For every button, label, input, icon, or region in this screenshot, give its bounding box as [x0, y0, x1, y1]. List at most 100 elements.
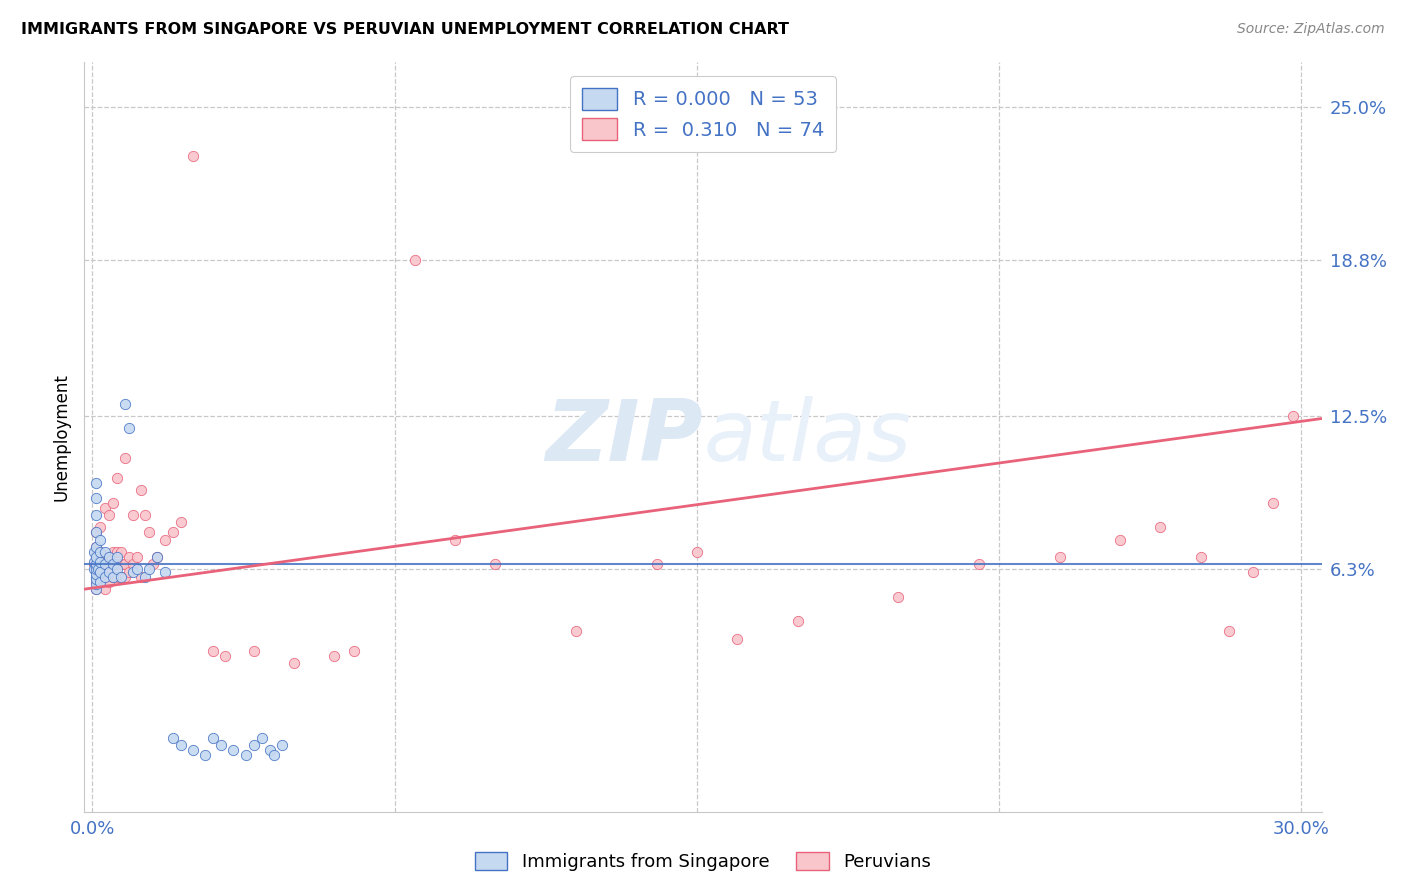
Point — [645, 558, 668, 572]
Point — [105, 549, 128, 564]
Point — [118, 549, 141, 564]
Point — [153, 565, 176, 579]
Point — [181, 149, 204, 163]
Point — [110, 545, 132, 559]
Point — [97, 549, 120, 564]
Point — [101, 570, 124, 584]
Point — [323, 648, 346, 663]
Point — [146, 549, 169, 564]
Point — [97, 574, 120, 589]
Point — [93, 545, 115, 559]
Point — [86, 525, 108, 540]
Point — [89, 545, 111, 559]
Point — [250, 731, 273, 745]
Point — [444, 533, 467, 547]
Point — [1241, 565, 1264, 579]
Point — [86, 540, 108, 554]
Point — [138, 525, 160, 540]
Point — [86, 549, 108, 564]
Point — [89, 565, 111, 579]
Point — [86, 574, 108, 589]
Point — [101, 558, 124, 572]
Point — [162, 731, 184, 745]
Point — [86, 540, 108, 554]
Point — [89, 520, 111, 534]
Point — [270, 738, 292, 752]
Y-axis label: Unemployment: Unemployment — [52, 373, 70, 501]
Point — [242, 644, 264, 658]
Point — [101, 570, 124, 584]
Point — [138, 562, 160, 576]
Point — [1263, 495, 1285, 509]
Point — [202, 644, 225, 658]
Point — [86, 565, 108, 579]
Text: Source: ZipAtlas.com: Source: ZipAtlas.com — [1237, 22, 1385, 37]
Point — [142, 558, 165, 572]
Point — [202, 731, 225, 745]
Point — [101, 545, 124, 559]
Point — [86, 577, 108, 591]
Point — [725, 632, 748, 646]
Point — [83, 562, 105, 576]
Point — [686, 545, 709, 559]
Point — [93, 558, 115, 572]
Point — [967, 558, 990, 572]
Point — [86, 572, 108, 586]
Point — [887, 590, 910, 604]
Point — [209, 738, 232, 752]
Point — [97, 549, 120, 564]
Point — [114, 451, 136, 466]
Point — [86, 582, 108, 596]
Point — [86, 475, 108, 490]
Point — [129, 483, 152, 498]
Point — [86, 549, 108, 564]
Point — [105, 558, 128, 572]
Point — [118, 565, 141, 579]
Point — [134, 508, 156, 522]
Point — [343, 644, 366, 658]
Point — [118, 421, 141, 435]
Point — [97, 508, 120, 522]
Point — [89, 555, 111, 569]
Point — [263, 747, 285, 762]
Point — [110, 558, 132, 572]
Point — [235, 747, 257, 762]
Point — [121, 558, 143, 572]
Point — [129, 570, 152, 584]
Point — [89, 555, 111, 569]
Point — [1189, 549, 1212, 564]
Point — [93, 500, 115, 515]
Point — [146, 549, 169, 564]
Point — [1218, 624, 1240, 639]
Point — [93, 558, 115, 572]
Point — [93, 570, 115, 584]
Point — [105, 545, 128, 559]
Point — [105, 562, 128, 576]
Point — [83, 545, 105, 559]
Point — [86, 582, 108, 596]
Point — [125, 549, 148, 564]
Point — [404, 253, 426, 268]
Point — [83, 558, 105, 572]
Point — [170, 516, 193, 530]
Point — [89, 574, 111, 589]
Point — [86, 491, 108, 505]
Point — [89, 565, 111, 579]
Point — [121, 508, 143, 522]
Point — [114, 397, 136, 411]
Point — [101, 558, 124, 572]
Point — [97, 565, 120, 579]
Point — [242, 738, 264, 752]
Point — [86, 567, 108, 582]
Text: IMMIGRANTS FROM SINGAPORE VS PERUVIAN UNEMPLOYMENT CORRELATION CHART: IMMIGRANTS FROM SINGAPORE VS PERUVIAN UN… — [21, 22, 789, 37]
Point — [89, 545, 111, 559]
Text: atlas: atlas — [703, 395, 911, 479]
Point — [153, 533, 176, 547]
Point — [214, 648, 236, 663]
Point — [222, 743, 245, 757]
Point — [86, 508, 108, 522]
Point — [170, 738, 193, 752]
Point — [86, 558, 108, 572]
Point — [259, 743, 281, 757]
Legend: Immigrants from Singapore, Peruvians: Immigrants from Singapore, Peruvians — [468, 845, 938, 879]
